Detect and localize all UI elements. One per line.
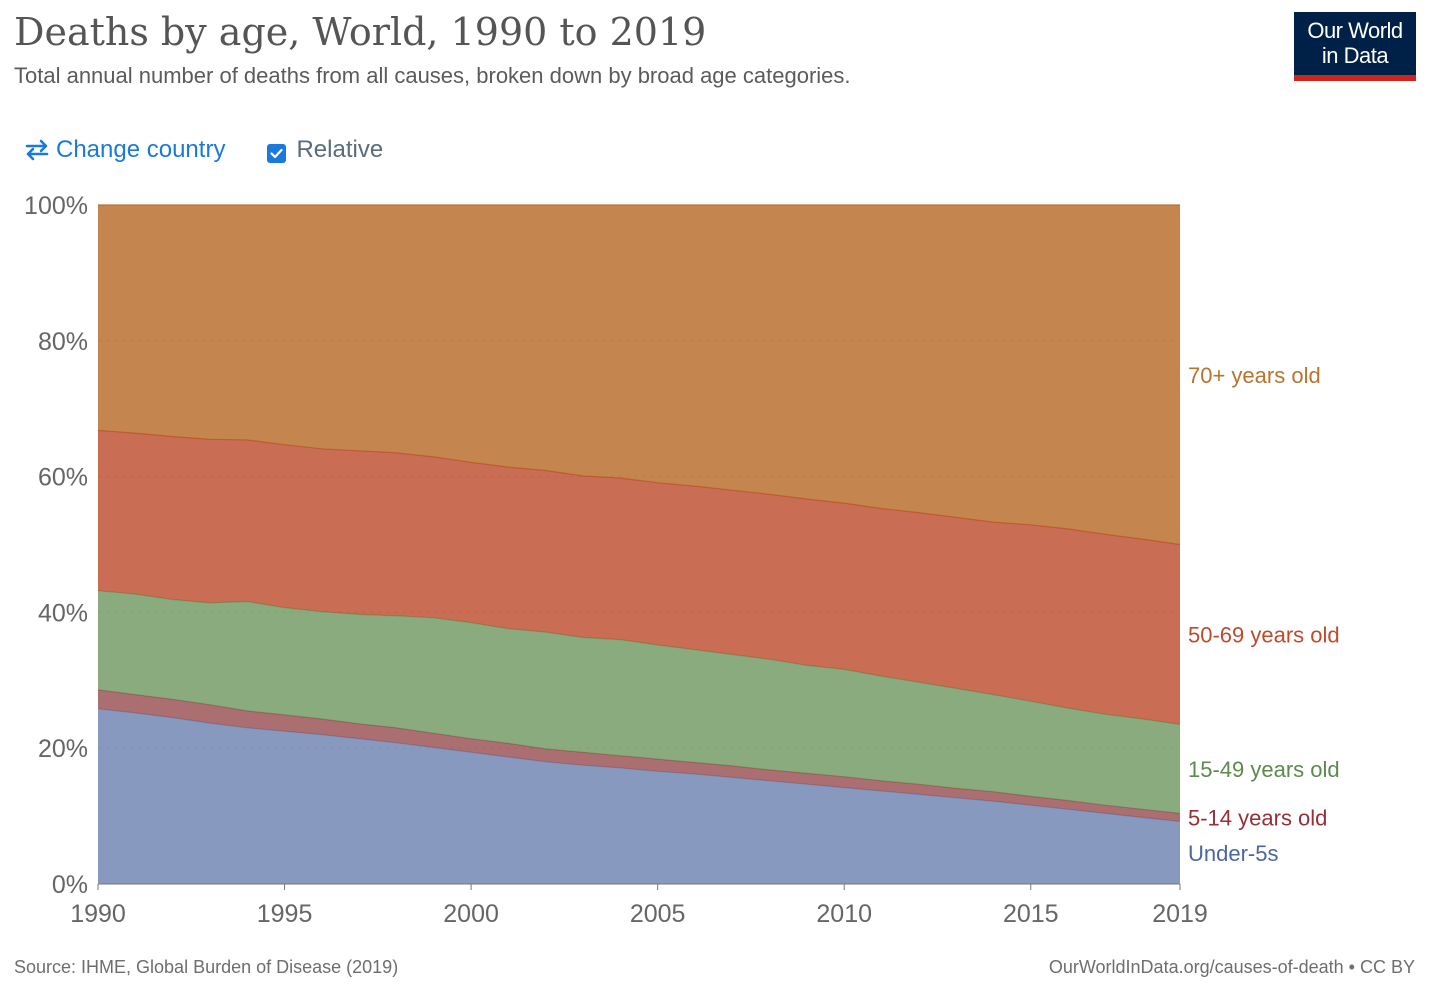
relative-label: Relative — [296, 136, 384, 163]
area-50-69-years-old[interactable] — [98, 430, 1180, 725]
x-tick-label: 1995 — [257, 900, 313, 928]
owid-logo[interactable]: Our World in Data — [1294, 12, 1416, 81]
chart-title: Deaths by age, World, 1990 to 2019 — [14, 10, 707, 54]
area-70-years-old[interactable] — [98, 205, 1180, 545]
y-tick-label: 20% — [38, 735, 88, 763]
legend-label-15-49-years-old[interactable]: 15-49 years old — [1188, 757, 1340, 782]
x-tick-label: 2010 — [816, 900, 872, 928]
legend-label-5-14-years-old[interactable]: 5-14 years old — [1188, 805, 1327, 830]
y-tick-label: 60% — [38, 464, 88, 492]
x-tick-label: 2019 — [1152, 900, 1208, 928]
swap-arrows-icon — [25, 139, 49, 161]
x-tick-label: 2005 — [630, 900, 686, 928]
area-5-14-years-old[interactable] — [98, 689, 1180, 822]
chart-subtitle: Total annual number of deaths from all c… — [14, 63, 851, 88]
y-tick-label: 80% — [38, 328, 88, 356]
area-15-49-years-old[interactable] — [98, 590, 1180, 814]
stacked-area-chart[interactable]: 0% 20% 40% 60% 80% 100% 1990 1995 2000 2005 2010 20… — [0, 180, 1436, 940]
logo-line-1: Our World — [1307, 18, 1403, 43]
x-tick-label: 2015 — [1003, 900, 1059, 928]
legend-label-70-years-old[interactable]: 70+ years old — [1188, 363, 1321, 388]
y-tick-label: 40% — [38, 599, 88, 627]
logo-line-2: in Data — [1321, 43, 1389, 68]
y-tick-label: 0% — [52, 871, 88, 899]
chart-controls: Change country Relative — [24, 134, 383, 166]
source-note[interactable]: Source: IHME, Global Burden of Disease (… — [14, 957, 399, 977]
change-country-button[interactable]: Change country — [24, 136, 225, 164]
legend-label-50-69-years-old[interactable]: 50-69 years old — [1188, 622, 1340, 647]
x-tick-label: 1990 — [70, 900, 126, 928]
logo-accent-bar — [1294, 75, 1416, 81]
relative-toggle[interactable]: Relative — [267, 136, 383, 164]
y-tick-label: 100% — [24, 192, 88, 220]
credit-link[interactable]: OurWorldInData.org/causes-of-death • CC … — [1048, 957, 1415, 977]
checkmark-icon — [270, 148, 284, 158]
x-tick-label: 2000 — [443, 900, 499, 928]
legend-label-under-5s[interactable]: Under-5s — [1188, 841, 1278, 866]
area-under-5s[interactable] — [98, 708, 1180, 884]
change-country-label: Change country — [56, 136, 226, 163]
relative-checkbox[interactable] — [267, 143, 287, 163]
